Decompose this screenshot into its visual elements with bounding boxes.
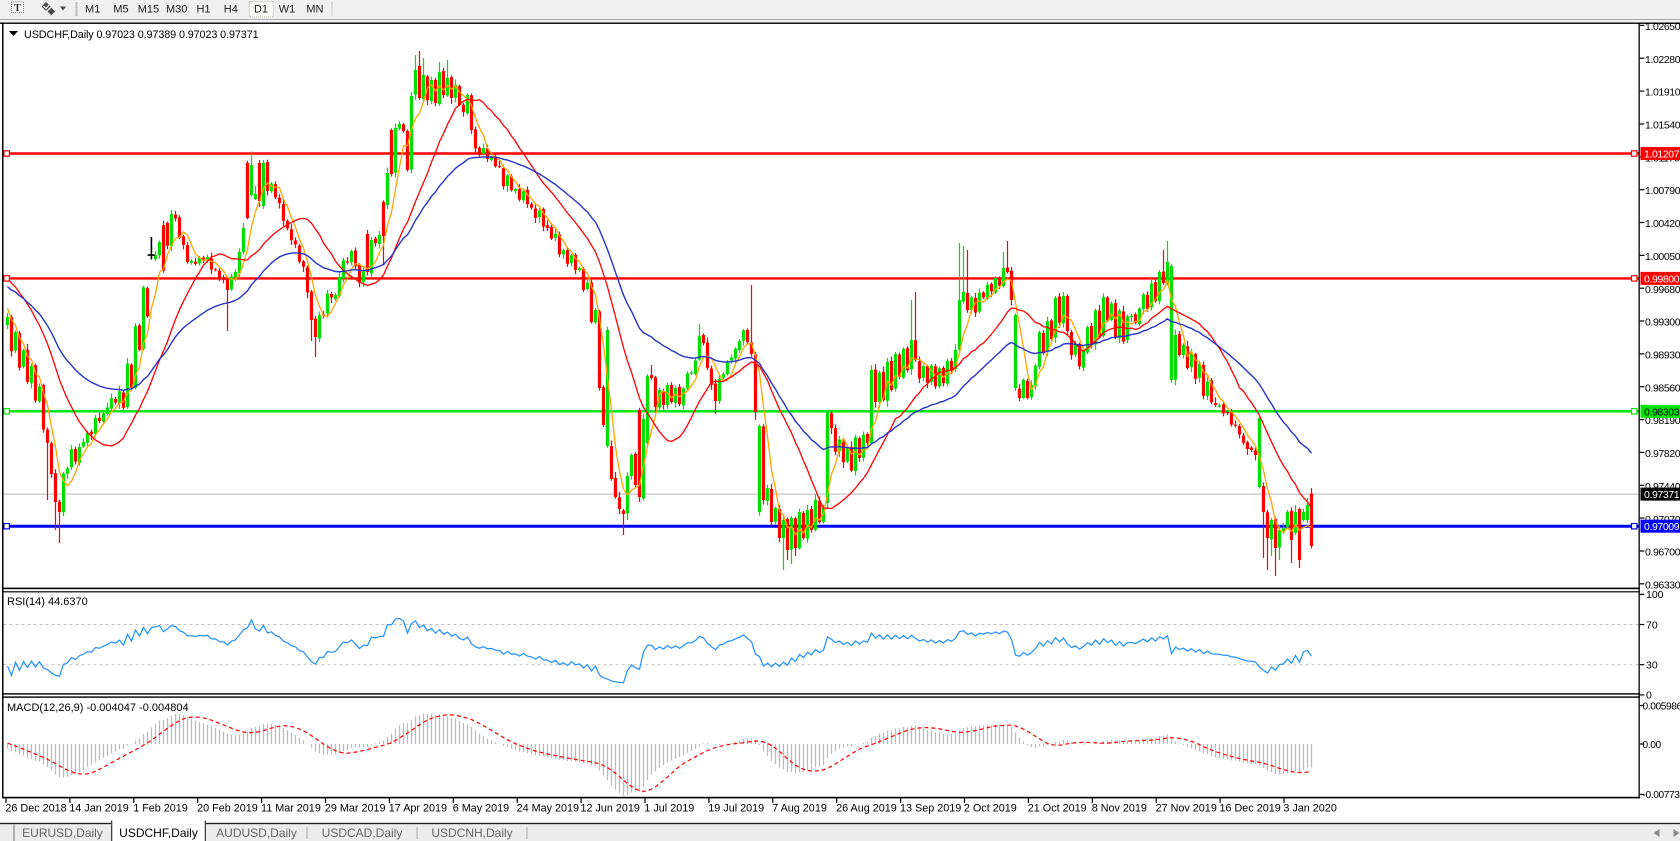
svg-text:1.00420: 1.00420 <box>1645 218 1680 230</box>
svg-text:0.96330: 0.96330 <box>1645 580 1680 592</box>
svg-text:MN: MN <box>306 4 323 16</box>
svg-text:17 Apr 2019: 17 Apr 2019 <box>389 803 447 815</box>
svg-text:1.01540: 1.01540 <box>1645 120 1680 132</box>
svg-text:1.00790: 1.00790 <box>1645 185 1680 197</box>
svg-text:USDCNH,Daily: USDCNH,Daily <box>431 826 512 840</box>
svg-text:D1: D1 <box>254 4 268 16</box>
svg-text:13 Sep 2019: 13 Sep 2019 <box>900 803 961 815</box>
svg-text:1.01910: 1.01910 <box>1645 87 1680 99</box>
svg-text:30: 30 <box>1646 660 1658 672</box>
svg-text:6 May 2019: 6 May 2019 <box>453 803 509 815</box>
svg-text:0.98303: 0.98303 <box>1644 406 1680 418</box>
svg-text:1 Feb 2019: 1 Feb 2019 <box>133 803 188 815</box>
svg-text:19 Jul 2019: 19 Jul 2019 <box>708 803 764 815</box>
svg-text:3 Jan 2020: 3 Jan 2020 <box>1283 803 1336 815</box>
svg-text:0.98190: 0.98190 <box>1645 415 1680 427</box>
svg-text:0.98930: 0.98930 <box>1645 350 1680 362</box>
svg-text:AUDUSD,Daily: AUDUSD,Daily <box>216 826 297 840</box>
svg-text:2 Oct 2019: 2 Oct 2019 <box>964 803 1017 815</box>
svg-text:H4: H4 <box>224 4 238 16</box>
svg-text:USDCHF,Daily 0.97023 0.97389: USDCHF,Daily 0.97023 0.97389 0.97023 0.9… <box>24 29 259 41</box>
svg-text:W1: W1 <box>279 4 296 16</box>
svg-text:0: 0 <box>1646 690 1652 702</box>
svg-text:USDCAD,Daily: USDCAD,Daily <box>322 826 403 840</box>
svg-text:0.005986: 0.005986 <box>1643 701 1680 712</box>
svg-text:26 Aug 2019: 26 Aug 2019 <box>836 803 897 815</box>
svg-text:29 Mar 2019: 29 Mar 2019 <box>325 803 386 815</box>
svg-text:0.98560: 0.98560 <box>1645 382 1680 394</box>
svg-text:0.99800: 0.99800 <box>1644 273 1680 285</box>
svg-text:7 Aug 2019: 7 Aug 2019 <box>772 803 827 815</box>
svg-text:20 Feb 2019: 20 Feb 2019 <box>197 803 258 815</box>
svg-text:1 Jul 2019: 1 Jul 2019 <box>644 803 694 815</box>
svg-text:0.99680: 0.99680 <box>1645 284 1680 296</box>
svg-text:T: T <box>14 3 21 14</box>
svg-text:0.00: 0.00 <box>1643 740 1662 751</box>
svg-text:24 May 2019: 24 May 2019 <box>517 803 579 815</box>
svg-text:M30: M30 <box>166 4 187 16</box>
svg-text:H1: H1 <box>196 4 210 16</box>
svg-text:26 Dec 2018: 26 Dec 2018 <box>5 803 66 815</box>
svg-text:1.02650: 1.02650 <box>1645 21 1680 33</box>
svg-text:0.97009: 0.97009 <box>1644 521 1680 533</box>
svg-text:USDCHF,Daily: USDCHF,Daily <box>119 826 198 840</box>
svg-text:11 Mar 2019: 11 Mar 2019 <box>261 803 321 815</box>
svg-text:MACD(12,26,9) -0.004047 -0.004: MACD(12,26,9) -0.004047 -0.004804 <box>7 702 189 714</box>
svg-text:100: 100 <box>1646 589 1664 601</box>
svg-text:M1: M1 <box>85 4 100 16</box>
svg-text:21 Oct 2019: 21 Oct 2019 <box>1028 803 1087 815</box>
svg-text:1.02280: 1.02280 <box>1645 54 1680 66</box>
svg-text:M15: M15 <box>138 4 159 16</box>
svg-text:0.99300: 0.99300 <box>1645 317 1680 329</box>
svg-text:14 Jan 2019: 14 Jan 2019 <box>69 803 128 815</box>
svg-text:1.01207: 1.01207 <box>1644 149 1680 161</box>
svg-text:1.00050: 1.00050 <box>1645 251 1680 263</box>
svg-text:0.96700: 0.96700 <box>1645 547 1680 559</box>
svg-text:0.97820: 0.97820 <box>1645 448 1680 460</box>
svg-text:27 Nov 2019: 27 Nov 2019 <box>1156 803 1217 815</box>
svg-text:16 Dec 2019: 16 Dec 2019 <box>1220 803 1281 815</box>
svg-text:EURUSD,Daily: EURUSD,Daily <box>22 826 103 840</box>
svg-text:70: 70 <box>1646 619 1658 631</box>
svg-text:RSI(14) 44.6370: RSI(14) 44.6370 <box>7 596 88 608</box>
svg-text:M5: M5 <box>113 4 128 16</box>
svg-text:-0.00773: -0.00773 <box>1643 790 1680 801</box>
svg-text:0.97371: 0.97371 <box>1644 489 1680 501</box>
svg-text:8 Nov 2019: 8 Nov 2019 <box>1092 803 1147 815</box>
svg-text:12 Jun 2019: 12 Jun 2019 <box>581 803 640 815</box>
